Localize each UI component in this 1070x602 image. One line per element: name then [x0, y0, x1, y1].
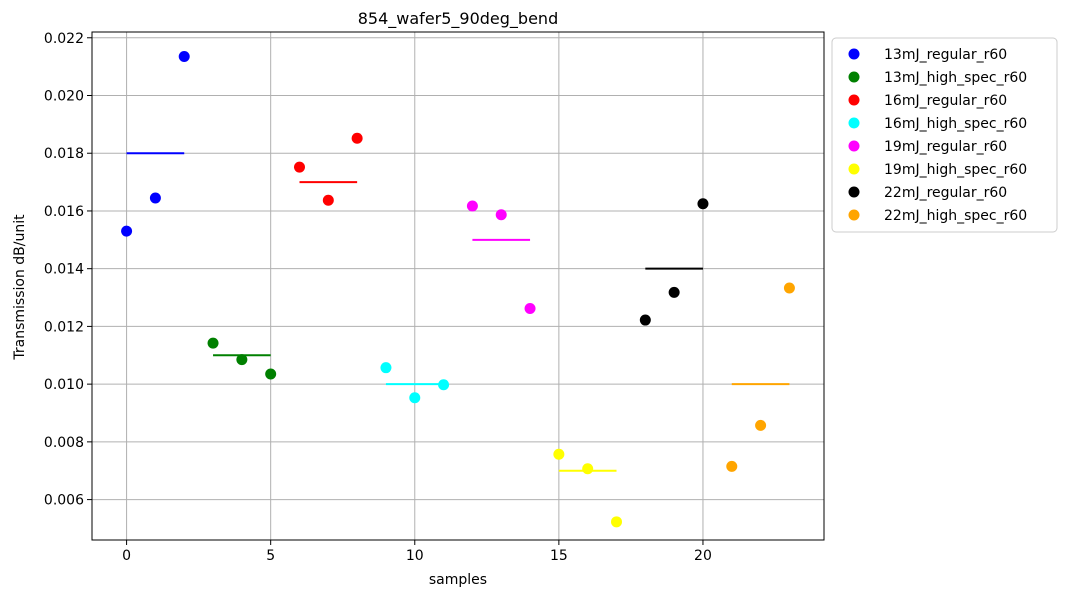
mean-lines [126, 152, 790, 472]
data-point [524, 303, 536, 315]
legend-label: 19mJ_high_spec_r60 [884, 162, 1027, 178]
legend-marker [848, 71, 860, 83]
data-point [783, 282, 795, 294]
legend-marker [848, 48, 860, 60]
y-axis-label: Transmission dB/unit [12, 214, 28, 361]
legend-marker [848, 140, 860, 152]
x-tick-label: 5 [266, 548, 275, 564]
data-point [438, 379, 450, 391]
y-tick-label: 0.014 [44, 262, 84, 278]
x-tick-label: 0 [122, 548, 131, 564]
legend-marker [848, 117, 860, 129]
data-point [265, 368, 277, 380]
legend-marker [848, 94, 860, 106]
legend-label: 22mJ_regular_r60 [884, 185, 1007, 201]
data-point [236, 354, 248, 366]
y-tick-label: 0.012 [44, 319, 84, 335]
y-tick-label: 0.006 [44, 493, 84, 509]
legend-label: 19mJ_regular_r60 [884, 139, 1007, 155]
y-tick-label: 0.018 [44, 146, 84, 162]
data-point [322, 194, 334, 206]
y-tick-label: 0.016 [44, 204, 84, 220]
data-point [207, 337, 219, 349]
x-tick-label: 15 [550, 548, 568, 564]
legend-marker [848, 209, 860, 221]
legend-marker [848, 163, 860, 175]
data-point [639, 314, 651, 326]
y-tick-label: 0.010 [44, 377, 84, 393]
x-tick-label: 20 [694, 548, 712, 564]
legend-frame [831, 37, 1058, 233]
y-tick-label: 0.020 [44, 89, 84, 105]
data-point [582, 463, 594, 475]
data-point [121, 225, 133, 237]
data-point [178, 51, 190, 63]
data-point [351, 132, 363, 144]
y-tick-label: 0.008 [44, 435, 84, 451]
data-points [121, 51, 795, 528]
data-point [755, 419, 767, 431]
legend-label: 16mJ_regular_r60 [884, 93, 1007, 109]
legend-marker [848, 186, 860, 198]
data-point [293, 161, 305, 173]
data-point [409, 392, 421, 404]
x-axis-label: samples [429, 572, 487, 588]
data-point [380, 362, 392, 374]
grid [92, 32, 824, 540]
data-point [553, 448, 565, 460]
data-point [726, 460, 738, 472]
y-tick-label: 0.022 [44, 31, 84, 47]
chart-title: 854_wafer5_90deg_bend [358, 9, 558, 29]
data-point [668, 286, 680, 298]
legend-label: 13mJ_regular_r60 [884, 47, 1007, 63]
x-tick-label: 10 [406, 548, 424, 564]
data-point [466, 200, 478, 212]
data-point [495, 209, 507, 221]
plot-area-frame [91, 31, 825, 541]
data-point [611, 516, 623, 528]
legend-label: 13mJ_high_spec_r60 [884, 70, 1027, 86]
data-point [149, 192, 161, 204]
legend-label: 22mJ_high_spec_r60 [884, 208, 1027, 224]
legend: 13mJ_regular_r60 13mJ_high_spec_r60 16mJ_r… [831, 37, 1058, 233]
axis-ticks: 0 5 10 15 20 0.006 0.008 0.010 0.012 0.014 0.016 0.… [44, 31, 712, 564]
data-point [697, 198, 709, 210]
legend-label: 16mJ_high_spec_r60 [884, 116, 1027, 132]
